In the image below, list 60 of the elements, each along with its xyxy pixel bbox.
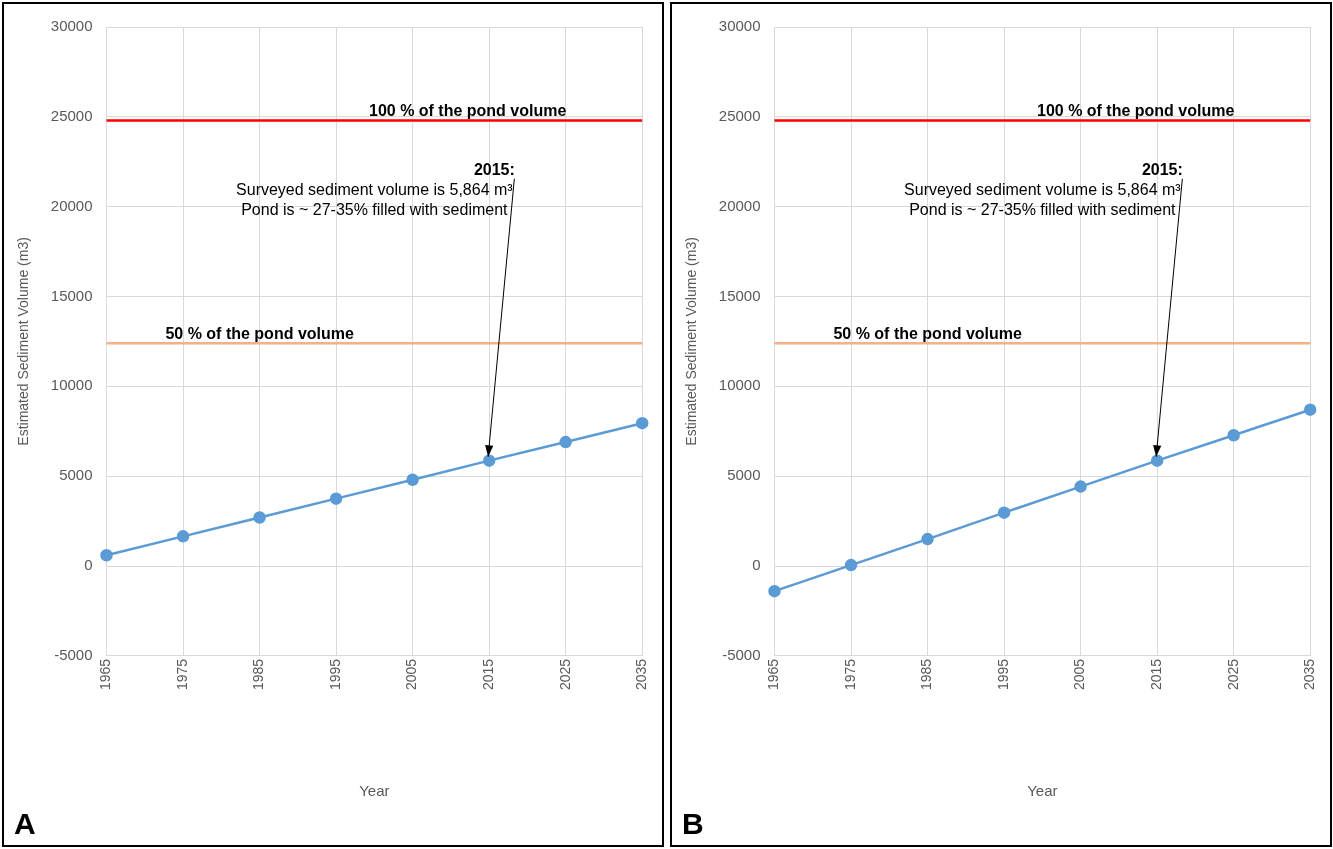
point (100, 548, 113, 562)
y-tick-label: -5000 (54, 646, 93, 663)
y-tick-label: 20000 (718, 196, 761, 214)
point (329, 492, 343, 505)
point (844, 558, 858, 572)
ref-line-label: 50 % of the pond volume (833, 324, 1022, 342)
y-tick-label: 15000 (718, 286, 761, 304)
point (482, 454, 496, 467)
x-axis-title: Year (1027, 782, 1058, 800)
x-tick-label: 1985 (918, 658, 935, 691)
x-tick-label: 1995 (326, 658, 343, 691)
text: A (14, 807, 36, 841)
point (1303, 403, 1317, 416)
x-axis-title: Year (359, 782, 390, 800)
y-tick-label: 25000 (718, 106, 761, 124)
point (1074, 480, 1087, 493)
ref-line-label: 100 % of the pond volume (1037, 101, 1235, 119)
y-tick-label: 25000 (50, 106, 93, 124)
x-tick-label: 1995 (994, 658, 1011, 691)
x-tick-label: 1975 (173, 658, 190, 691)
y-tick-label: 30000 (50, 17, 93, 35)
y-axis-title: Estimated Sediment Volume (m3) (15, 237, 32, 446)
x-tick-label: 1965 (97, 658, 114, 691)
ref-line-label: 50 % of the pond volume (165, 324, 354, 342)
x-tick-label: 2015 (480, 658, 497, 691)
y-tick-label: -5000 (722, 646, 761, 663)
y-tick-label: 5000 (727, 466, 761, 484)
point (921, 532, 934, 546)
y-tick-label: 10000 (718, 376, 761, 394)
point (406, 473, 419, 487)
x-tick-label: 2005 (1071, 658, 1088, 691)
text: B (682, 807, 704, 841)
x-tick-label: 2005 (403, 658, 420, 691)
y-tick-label: 10000 (50, 376, 93, 394)
point (559, 435, 572, 449)
point (253, 511, 266, 524)
y-tick-label: 0 (84, 556, 93, 574)
point (997, 506, 1011, 519)
y-tick-label: 20000 (50, 196, 93, 214)
y-tick-label: 5000 (59, 466, 93, 484)
point (176, 530, 190, 543)
x-tick-label: 2035 (633, 658, 650, 691)
x-tick-label: 2025 (1224, 658, 1241, 691)
point (1150, 454, 1164, 467)
annotation: 2015: Surveyed sediment volume is 5,864 m³ Pond is ~ 27-35% filled with sediment (236, 161, 515, 219)
y-axis-title: Estimated Sediment Volume (m3) (683, 237, 700, 446)
x-tick-label: 2015 (1148, 658, 1165, 691)
x-tick-label: 1975 (841, 658, 858, 691)
y-tick-label: 30000 (718, 17, 761, 35)
annotation: 2015: Surveyed sediment volume is 5,864 m³ Pond is ~ 27-35% filled with sediment (904, 161, 1183, 219)
point (1227, 428, 1240, 442)
y-tick-label: 0 (752, 556, 761, 574)
y-tick-label: 15000 (50, 286, 93, 304)
point (635, 416, 649, 430)
x-tick-label: 1965 (765, 658, 782, 691)
point (768, 584, 781, 598)
x-tick-label: 1985 (250, 658, 267, 691)
x-tick-label: 2025 (556, 658, 573, 691)
x-tick-label: 2035 (1301, 658, 1318, 691)
ref-line-label: 100 % of the pond volume (369, 101, 567, 119)
